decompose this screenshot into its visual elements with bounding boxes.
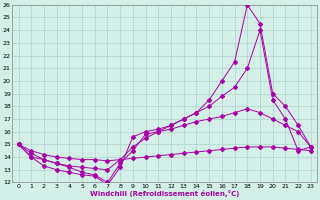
X-axis label: Windchill (Refroidissement éolien,°C): Windchill (Refroidissement éolien,°C) <box>90 190 239 197</box>
